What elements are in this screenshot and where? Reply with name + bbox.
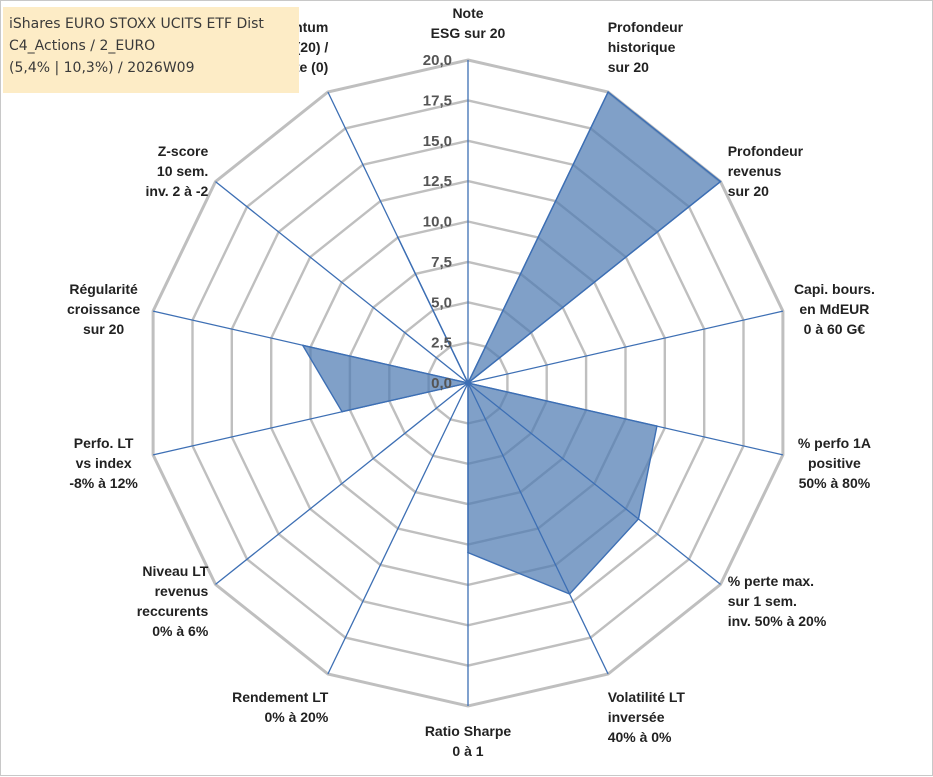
axis-label-line: % perfo 1A <box>798 435 871 451</box>
axis-label-line: historique <box>608 39 676 55</box>
axis-label-line: inversée <box>608 709 665 725</box>
axis-label: Perfo. LT vs index -8% à 12% <box>69 435 138 491</box>
axis-label: Capi. bours. en MdEUR 0 à 60 G€ <box>794 281 875 337</box>
axis-label-line: 0% à 6% <box>152 623 209 639</box>
spoke <box>467 181 721 384</box>
axis-label-line: revenus <box>728 163 782 179</box>
axis-label: Niveau LT revenus reccurents 0% à 6% <box>137 563 209 639</box>
axis-label: Ratio Sharpe 0 à 1 <box>425 723 512 759</box>
tick-label: 12,5 <box>423 173 452 190</box>
axis-label-line: 0% à 20% <box>264 709 328 725</box>
tick-label: 17,5 <box>423 92 452 109</box>
axis-label-line: reccurents <box>137 603 209 619</box>
axis-label-line: 10 sem. <box>157 163 208 179</box>
fund-stats: (5,4% | 10,3%) / 2026W09 <box>9 60 195 76</box>
tick-label: 10,0 <box>423 214 452 231</box>
axis-labels: Note ESG sur 20 Profondeur historique sur 20… <box>67 5 875 759</box>
tick-label: 15,0 <box>423 133 452 150</box>
fund-category: C4_Actions / 2_EURO <box>9 38 156 54</box>
axis-label-line: Capi. bours. <box>794 281 875 297</box>
spoke <box>467 382 609 675</box>
axis-label-line: 50% à 80% <box>799 475 871 491</box>
axis-label-line: Ratio Sharpe <box>425 723 512 739</box>
axis-label: Profondeur revenus sur 20 <box>728 143 804 199</box>
spoke <box>467 382 784 456</box>
axis-label-line: -8% à 12% <box>69 475 138 491</box>
tick-label: 20,0 <box>423 52 452 69</box>
axis-label-line: Z-score <box>158 143 209 159</box>
series-layer <box>301 91 722 595</box>
axis-label-line: sur 1 sem. <box>728 593 797 609</box>
axis-label: % perte max. sur 1 sem. inv. 50% à 20% <box>728 573 827 629</box>
axis-label-line: sur 20 <box>608 59 649 75</box>
spoke <box>152 382 469 456</box>
spokes <box>152 60 784 706</box>
axis-label-line: revenus <box>155 583 209 599</box>
axis-label: Z-score 10 sem. inv. 2 à -2 <box>146 143 209 199</box>
tick-label: 0,0 <box>431 375 452 392</box>
axis-label: Régularité croissance sur 20 <box>67 281 140 337</box>
spoke <box>327 382 469 675</box>
axis-label-line: 0 à 60 G€ <box>804 321 866 337</box>
axis-label-line: positive <box>808 455 861 471</box>
axis-label-line: en MdEUR <box>799 301 869 317</box>
axis-label-line: Régularité <box>69 281 138 297</box>
spoke <box>467 382 721 585</box>
fund-name: iShares EURO STOXX UCITS ETF Dist <box>9 16 264 32</box>
axis-label-line: sur 20 <box>728 183 769 199</box>
axis-label-line: inv. 2 à -2 <box>146 183 209 199</box>
axis-label-line: Profondeur <box>608 19 684 35</box>
tick-label: 2,5 <box>431 335 452 352</box>
axis-label-line: ESG sur 20 <box>431 25 506 41</box>
series-area <box>302 91 722 595</box>
axis-label-line: Rendement LT <box>232 689 329 705</box>
axis-label: Rendement LT 0% à 20% <box>232 689 329 725</box>
axis-label: Volatilité LT inversée 40% à 0% <box>608 689 686 745</box>
tick-label: 7,5 <box>431 254 452 271</box>
spoke <box>467 310 784 384</box>
axis-label-line: vs index <box>76 455 132 471</box>
axis-label-line: croissance <box>67 301 140 317</box>
axis-label-line: Note <box>452 5 483 21</box>
axis-label-line: 0 à 1 <box>452 743 483 759</box>
axis-label-line: inv. 50% à 20% <box>728 613 827 629</box>
axis-label: Note ESG sur 20 <box>431 5 506 41</box>
spoke <box>467 91 609 384</box>
axis-label-line: % perte max. <box>728 573 814 589</box>
tick-labels: 0,0 2,5 5,0 7,5 10,0 12,5 15,0 17,5 20,0 <box>423 52 452 392</box>
spoke <box>215 382 469 585</box>
spoke <box>152 310 469 384</box>
spoke <box>327 91 469 384</box>
axis-label-line: Perfo. LT <box>74 435 134 451</box>
fund-info-box: iShares EURO STOXX UCITS ETF Dist C4_Act… <box>3 7 299 93</box>
axis-label-line: Niveau LT <box>142 563 208 579</box>
axis-label-line: Volatilité LT <box>608 689 686 705</box>
tick-label: 5,0 <box>431 294 452 311</box>
spoke <box>215 181 469 384</box>
axis-label-line: Profondeur <box>728 143 804 159</box>
axis-label: % perfo 1A positive 50% à 80% <box>798 435 871 491</box>
axis-label-line: sur 20 <box>83 321 124 337</box>
axis-label: Profondeur historique sur 20 <box>608 19 684 75</box>
axis-label-line: 40% à 0% <box>608 729 672 745</box>
